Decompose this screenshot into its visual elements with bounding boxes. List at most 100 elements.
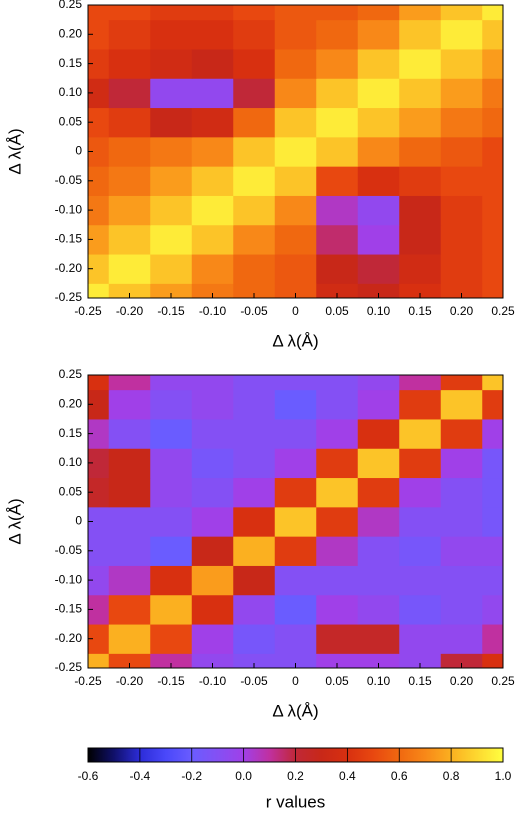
cell bbox=[316, 48, 359, 79]
cell bbox=[233, 254, 276, 284]
y-axis-label: Δ λ(Å) bbox=[5, 498, 24, 544]
cell bbox=[191, 653, 234, 668]
cell bbox=[274, 283, 317, 298]
x-tick-label: 0 bbox=[292, 674, 299, 688]
cell bbox=[233, 594, 276, 625]
cell bbox=[88, 389, 110, 420]
cell bbox=[316, 107, 359, 138]
y-tick-label: 0 bbox=[75, 144, 82, 158]
x-axis-label: Δ λ(Å) bbox=[272, 701, 318, 720]
cell bbox=[233, 653, 276, 668]
cell bbox=[482, 19, 503, 50]
cell bbox=[357, 166, 400, 196]
cell bbox=[88, 136, 110, 167]
x-tick-label: 0.10 bbox=[367, 304, 391, 318]
cell bbox=[88, 418, 110, 449]
cell bbox=[440, 48, 483, 79]
cell bbox=[274, 254, 317, 284]
cell bbox=[108, 418, 151, 449]
cell bbox=[150, 78, 193, 109]
cell bbox=[440, 166, 483, 196]
x-tick-label: -0.05 bbox=[240, 674, 268, 688]
cell bbox=[482, 254, 503, 284]
cell bbox=[108, 594, 151, 625]
cell bbox=[357, 506, 400, 537]
cell bbox=[191, 195, 234, 226]
colorbar-tick-label: 1.0 bbox=[495, 769, 512, 783]
cell bbox=[191, 224, 234, 255]
cell bbox=[357, 565, 400, 596]
cell bbox=[440, 536, 483, 566]
cell bbox=[316, 389, 359, 420]
cell bbox=[482, 594, 503, 625]
cell bbox=[150, 107, 193, 138]
y-tick-label: -0.10 bbox=[55, 202, 83, 216]
cell bbox=[316, 506, 359, 537]
cell bbox=[88, 283, 110, 298]
cell bbox=[88, 224, 110, 255]
cell bbox=[482, 624, 503, 654]
cell bbox=[482, 418, 503, 449]
cell bbox=[274, 19, 317, 50]
colorbar-tick-label: -0.6 bbox=[78, 769, 99, 783]
x-tick-label: 0.25 bbox=[491, 674, 515, 688]
cell bbox=[88, 506, 110, 537]
colorbar-label: r values bbox=[266, 792, 326, 811]
cell bbox=[274, 224, 317, 255]
cell bbox=[108, 136, 151, 167]
cell bbox=[316, 195, 359, 226]
cell bbox=[482, 477, 503, 508]
x-tick-label: 0.20 bbox=[450, 304, 474, 318]
cell bbox=[482, 166, 503, 196]
y-tick-label: -0.15 bbox=[55, 602, 83, 616]
cell bbox=[274, 195, 317, 226]
cell bbox=[316, 565, 359, 596]
cell bbox=[191, 375, 234, 391]
cell bbox=[150, 136, 193, 167]
cell bbox=[357, 594, 400, 625]
x-tick-label: 0.15 bbox=[408, 304, 432, 318]
y-tick-label: 0.05 bbox=[59, 484, 83, 498]
cell bbox=[316, 136, 359, 167]
cell bbox=[150, 5, 193, 21]
cell bbox=[108, 448, 151, 479]
cell bbox=[316, 283, 359, 298]
cell bbox=[233, 418, 276, 449]
cell bbox=[233, 19, 276, 50]
cell bbox=[357, 477, 400, 508]
colorbar-tick-label: 0.8 bbox=[443, 769, 460, 783]
cell bbox=[440, 506, 483, 537]
cell bbox=[108, 166, 151, 196]
cell bbox=[191, 418, 234, 449]
y-tick-label: 0.20 bbox=[59, 26, 83, 40]
cell bbox=[233, 48, 276, 79]
x-tick-label: -0.25 bbox=[74, 304, 102, 318]
cell bbox=[191, 166, 234, 196]
cell bbox=[274, 448, 317, 479]
cell bbox=[191, 283, 234, 298]
cell bbox=[233, 5, 276, 21]
cell bbox=[316, 166, 359, 196]
y-tick-label: -0.20 bbox=[55, 261, 83, 275]
cell bbox=[274, 536, 317, 566]
cell bbox=[357, 254, 400, 284]
cell bbox=[150, 477, 193, 508]
cell bbox=[482, 136, 503, 167]
colorbar-tick-label: -0.4 bbox=[130, 769, 151, 783]
x-tick-label: -0.15 bbox=[157, 674, 185, 688]
cell bbox=[357, 107, 400, 138]
cell bbox=[316, 477, 359, 508]
y-tick-label: 0.25 bbox=[59, 367, 83, 381]
cell bbox=[482, 536, 503, 566]
cell bbox=[399, 19, 442, 50]
cell bbox=[88, 78, 110, 109]
cell bbox=[316, 536, 359, 566]
cell bbox=[357, 5, 400, 21]
cell bbox=[233, 375, 276, 391]
cell bbox=[88, 166, 110, 196]
cell bbox=[150, 594, 193, 625]
cell bbox=[108, 565, 151, 596]
x-tick-label: -0.15 bbox=[157, 304, 185, 318]
cell bbox=[108, 375, 151, 391]
cell bbox=[399, 283, 442, 298]
